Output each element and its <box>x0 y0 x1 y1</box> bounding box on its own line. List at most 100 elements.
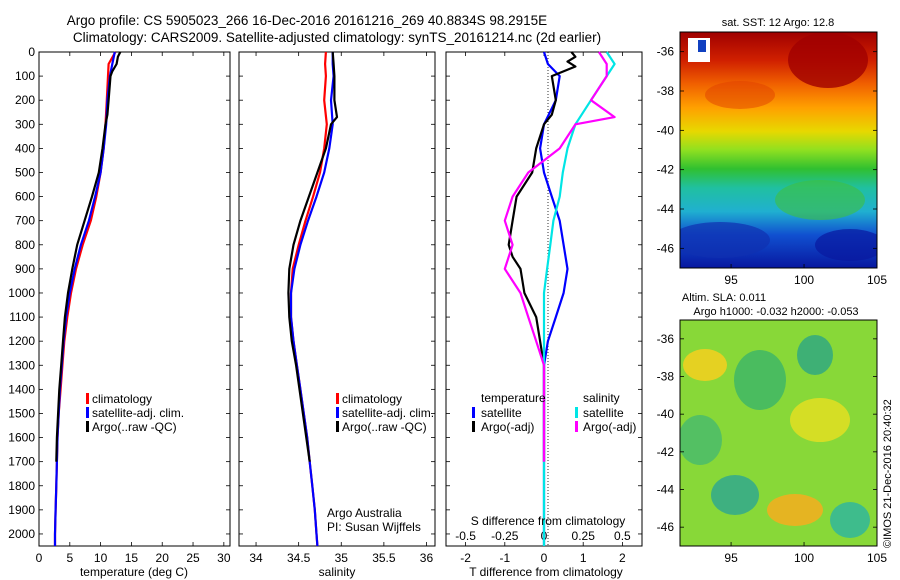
y-tick-label: 1400 <box>8 382 35 396</box>
difference-lines <box>503 51 616 546</box>
sla-y-ticks: -36 -38 -40 -42 -44 -46 <box>657 332 877 534</box>
sla-low-patch <box>680 415 722 465</box>
series-line-temperature-argo-adj- <box>507 51 577 462</box>
temperature-x-ticks: 0 5 10 15 20 25 30 <box>36 52 231 565</box>
x-tick-label: 10 <box>94 551 108 565</box>
legend-label-t-argo: Argo(-adj) <box>481 420 534 434</box>
imos-stamp: ©IMOS 21-Dec-2016 20:40:32 <box>882 399 894 548</box>
x-tick-label: -1 <box>499 551 510 565</box>
y-tick-label: 500 <box>15 165 35 179</box>
difference-y-ticks <box>446 51 642 535</box>
series-line-satellite-adj-clim- <box>289 52 335 547</box>
legend-swatch-satellite <box>336 407 339 418</box>
y-tick-label: 900 <box>15 262 35 276</box>
series-line-temperature-satellite <box>538 51 569 546</box>
sst-map-title: sat. SST: 12 Argo: 12.8 <box>722 17 835 29</box>
x-tick-label: 30 <box>217 551 231 565</box>
map-y-tick-label: -46 <box>657 241 675 255</box>
x-tick-label: 36 <box>420 551 434 565</box>
series-line-salinity-argo-adj- <box>503 51 616 462</box>
map-y-tick-label: -42 <box>657 445 675 459</box>
map-x-tick-label: 105 <box>867 551 887 565</box>
legend-swatch-climatology <box>336 393 339 404</box>
y-tick-label: 2000 <box>8 527 35 541</box>
legend-label-t-satellite: satellite <box>481 406 522 420</box>
map-y-tick-label: -36 <box>657 45 675 59</box>
map-x-tick-label: 95 <box>724 273 738 287</box>
sla-map-title-line1: Altim. SLA: 0.011 <box>682 292 766 304</box>
x-tick-label: 34.5 <box>287 551 311 565</box>
map-y-tick-label: -42 <box>657 163 675 177</box>
sla-low-patch <box>711 475 759 515</box>
sla-low-patch <box>734 350 786 410</box>
y-tick-label: 700 <box>15 214 35 228</box>
sst-map-panel: sat. SST: 12 Argo: 12.8 -36 -38 -40 -42 -44 -… <box>657 17 888 287</box>
legend-label-satellite: satellite-adj. clim. <box>342 406 434 420</box>
y-tick-label: 0 <box>28 45 35 59</box>
x-tick-label: 15 <box>125 551 139 565</box>
map-x-tick-label: 100 <box>794 273 814 287</box>
map-y-tick-label: -38 <box>657 84 675 98</box>
temperature-lines <box>53 51 122 546</box>
sla-x-ticks: 95 100 105 <box>724 542 887 565</box>
y-tick-label: 1700 <box>8 455 35 469</box>
series-line-argo-raw-qc- <box>287 51 339 462</box>
x-tick-label: -2 <box>460 551 471 565</box>
y-tick-label: 1100 <box>9 310 35 324</box>
sla-low-patch <box>830 502 870 538</box>
salinity-annotation-line1: Argo Australia <box>327 506 402 520</box>
map-y-tick-label: -40 <box>657 123 675 137</box>
sla-low-patch <box>797 335 833 375</box>
sla-map-title-line2: Argo h1000: -0.032 h2000: -0.053 <box>693 306 858 318</box>
y-tick-label: 800 <box>15 238 35 252</box>
difference-top-label: S difference from climatology <box>471 514 626 528</box>
top-tick-label: -0.5 <box>455 529 476 543</box>
top-tick-label: 0.25 <box>572 529 596 543</box>
difference-x-label: T difference from climatology <box>469 565 623 579</box>
figure-title-line2: Climatology: CARS2009. Satellite-adjuste… <box>73 30 601 45</box>
map-y-tick-label: -44 <box>657 202 675 216</box>
legend-label-argo: Argo(..raw -QC) <box>342 420 427 434</box>
sla-high-patch <box>767 494 823 526</box>
x-tick-label: 34 <box>249 551 263 565</box>
salinity-lines <box>287 51 339 547</box>
legend-swatch-argo <box>86 421 89 432</box>
legend-swatch-satellite <box>86 407 89 418</box>
y-tick-label: 1300 <box>8 358 35 372</box>
legend-label-climatology: climatology <box>342 392 402 406</box>
sla-map-panel: Altim. SLA: 0.011 Argo h1000: -0.032 h20… <box>657 292 888 565</box>
map-y-tick-label: -40 <box>657 407 675 421</box>
x-tick-label: 35.5 <box>372 551 396 565</box>
x-tick-label: 1 <box>580 551 587 565</box>
sla-high-patch <box>683 349 727 381</box>
legend-label-climatology: climatology <box>92 392 152 406</box>
legend-swatch-s-argo <box>575 421 578 432</box>
sst-warm-patch <box>788 32 868 88</box>
sst-green-patch <box>775 180 865 220</box>
sst-cold-patch <box>680 222 770 258</box>
sst-x-ticks: 95 100 105 <box>724 264 887 287</box>
legend-label-s-satellite: satellite <box>583 406 624 420</box>
salinity-y-ticks <box>239 51 435 535</box>
y-tick-label: 1900 <box>8 503 35 517</box>
figure-title-line1: Argo profile: CS 5905023_266 16-Dec-2016… <box>67 13 547 28</box>
legend-swatch-t-satellite <box>472 407 475 418</box>
y-tick-label: 1200 <box>8 334 35 348</box>
sst-map-axes <box>679 31 878 269</box>
map-x-tick-label: 95 <box>724 551 738 565</box>
legend-label-s-argo: Argo(-adj) <box>583 420 636 434</box>
map-x-tick-label: 105 <box>867 273 887 287</box>
sst-land-mask <box>698 40 706 52</box>
sla-high-patch <box>790 398 850 442</box>
legend-swatch-t-argo <box>472 421 475 432</box>
x-tick-label: 0 <box>541 551 548 565</box>
temperature-x-label: temperature (deg C) <box>80 565 188 579</box>
salinity-annotation-line2: PI: Susan Wijffels <box>327 520 421 534</box>
x-tick-label: 35 <box>335 551 349 565</box>
temperature-y-ticks: 0 100 200 300 400 500 600 700 800 900 1000 1100 1200… <box>8 45 230 541</box>
series-line-argo-raw-qc- <box>55 51 122 462</box>
map-y-tick-label: -44 <box>657 483 675 497</box>
map-y-tick-label: -46 <box>657 520 675 534</box>
legend-title-salinity: salinity <box>583 391 620 405</box>
